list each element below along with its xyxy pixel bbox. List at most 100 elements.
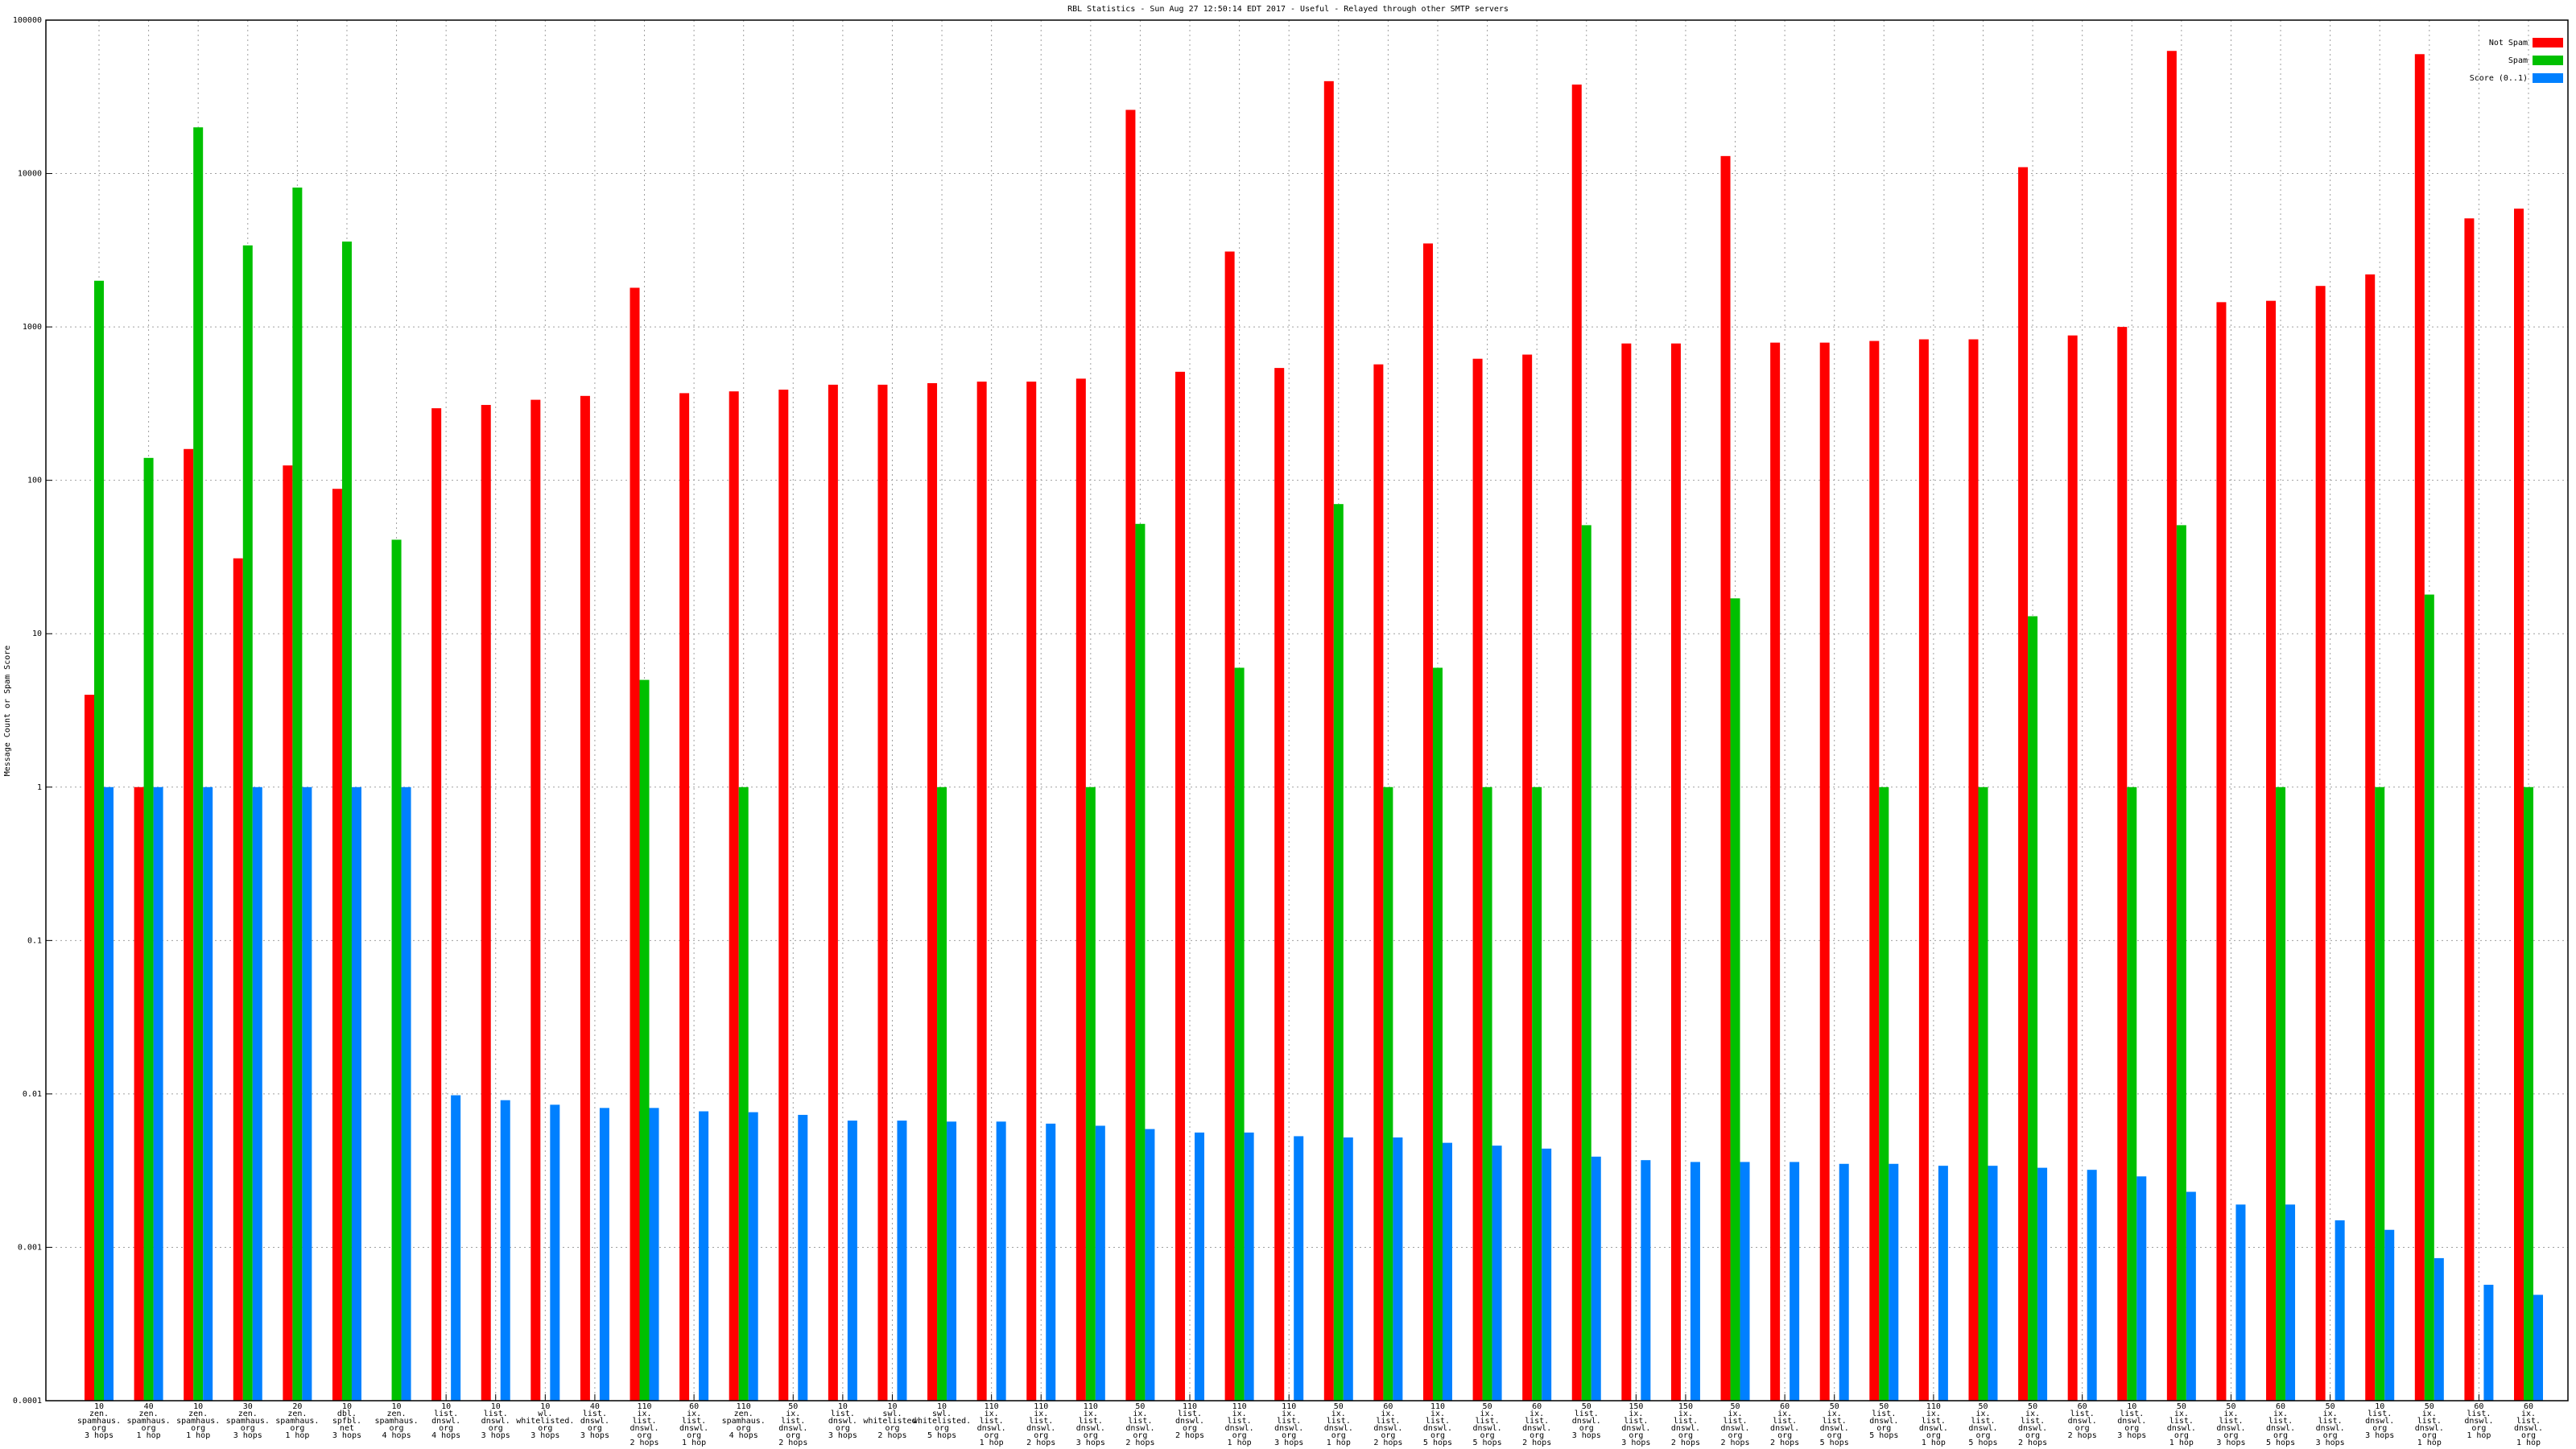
x-tick-label-line: whitelisted. [863,1417,921,1426]
x-tick-label-line: 50 [2326,1402,2335,1411]
x-tick-label-line: org [2521,1431,2536,1440]
x-tick-label-line: 60 [2524,1402,2533,1411]
bar [1542,1148,1552,1401]
x-tick-label-line: 60 [1780,1402,1790,1411]
x-tick-label-line: 1 hop [285,1431,309,1440]
x-tick-label-line: list. [1971,1417,1995,1426]
x-tick-label-line: ix. [786,1410,800,1418]
bar [1026,382,1037,1401]
bar [1442,1142,1452,1401]
x-tick-label-line: 3 hops [2117,1431,2146,1440]
x-tick-label-line: dnswl. [977,1424,1006,1433]
bar [1988,1166,1998,1401]
bar [2087,1170,2097,1401]
x-tick-label-line: dnswl. [1869,1417,1898,1426]
x-tick-label-line: ix. [1926,1410,1941,1418]
x-tick-label-line: 2 hops [1720,1439,1749,1447]
x-tick-label: 50 ix. list. dnswl. org 3 hops [2216,1402,2245,1447]
bar [1482,786,1492,1401]
x-tick-label-line: org [1232,1431,1247,1440]
bar [2127,786,2137,1401]
x-tick-label-line: list. [1723,1417,1747,1426]
x-tick-label-line: 110 [985,1402,999,1411]
x-tick-label-line: 110 [1034,1402,1048,1411]
bar [1730,598,1740,1401]
bar [2315,286,2326,1401]
x-tick-label: 20 zen. spamhaus. org 1 hop [275,1402,319,1440]
x-tick-label-line: list. [2516,1417,2541,1426]
bar [2028,616,2038,1401]
x-tick-label: 50 ix. list. dnswl. org 5 hops [1968,1402,1997,1447]
x-tick-label-line: dbl. [337,1410,357,1418]
x-tick-label-line: 30 [243,1402,253,1411]
x-tick-label-line: 1 hop [186,1431,210,1440]
x-tick-label-line: list. [1178,1410,1202,1418]
x-tick-label-line: ix. [2025,1410,2040,1418]
x-tick-label-line: 2 hops [1770,1439,1799,1447]
bar [2514,208,2524,1402]
bar [2434,1257,2444,1401]
bar [1195,1132,1205,1401]
x-tick-label-line: 5 hops [1869,1431,1898,1440]
x-tick-label-line: ix. [1480,1410,1495,1418]
x-tick-label-line: ix. [1034,1410,1048,1418]
x-tick-label-line: 2 hops [2018,1439,2047,1447]
x-tick-label-line: list. [2021,1417,2045,1426]
bar [847,1121,857,1401]
bar [283,465,293,1401]
x-tick-label-line: 10 [193,1402,203,1411]
x-tick-label-line: 10 [838,1402,848,1411]
x-tick-label: 50 ix. list. dnswl. org 5 hops [1820,1402,1849,1447]
x-tick-label-line: org [1282,1431,1296,1440]
legend-swatch [2533,38,2563,47]
x-tick-label-line: list. [632,1417,656,1426]
x-tick-label-line: list. [2368,1410,2392,1418]
x-tick-label-line: wl. [538,1410,552,1418]
x-tick-label-line: ix. [2521,1410,2536,1418]
x-tick-label-line: ix. [1282,1410,1296,1418]
x-tick-label: 50 ix. list. dnswl. org 1 hop [2167,1402,2196,1447]
x-tick-label: 10 list. dnswl. org 3 hops [481,1402,510,1440]
x-tick-label-line: 1 hop [2516,1439,2541,1447]
x-tick-label-line: 2 hops [1522,1439,1551,1447]
x-tick-label-line: zen. [188,1410,208,1418]
x-tick-label-line: 40 [144,1402,154,1411]
x-tick-label: 10 list. dnswl. org 3 hops [2365,1402,2394,1440]
x-tick-label-line: org [2124,1424,2139,1433]
x-tick-label-line: 110 [637,1402,651,1411]
x-tick-label-line: org [737,1424,751,1433]
bar [451,1095,461,1401]
x-tick-label-line: list. [2070,1410,2095,1418]
x-tick-label-line: 60 [2474,1402,2483,1411]
x-tick-label-line: ix. [1331,1410,1346,1418]
bar [2266,300,2277,1402]
x-tick-label-line: list. [2318,1417,2343,1426]
bar [530,399,541,1401]
x-tick-label-line: dnswl. [2018,1424,2047,1433]
x-tick-label-line: org [2422,1431,2437,1440]
x-tick-label-line: spamhaus. [176,1417,220,1426]
bar [2136,1176,2147,1401]
x-tick-label-line: 5 hops [1968,1439,1997,1447]
x-tick-label-line: list. [1079,1417,1103,1426]
x-tick-label: 10 zen. spamhaus. org 4 hops [374,1402,418,1440]
y-tick-label: 1000 [23,323,42,332]
x-tick-label-line: list. [2467,1410,2491,1418]
bar [341,242,352,1401]
x-tick-label-line: ix. [1975,1410,1990,1418]
bar [94,280,104,1401]
x-tick-label-line: 110 [1084,1402,1098,1411]
x-tick-label-line: 2 hops [1373,1439,1402,1447]
bar [897,1121,907,1401]
x-tick-label-line: 110 [1282,1402,1296,1411]
bar [332,489,342,1401]
bar [828,384,838,1401]
x-tick-label-line: ix. [637,1410,651,1418]
bar [1472,358,1483,1402]
bar [1085,786,1096,1401]
bar [1918,339,1929,1401]
x-tick-label-line: org [1678,1431,1693,1440]
x-tick-label-line: list. [1228,1417,1252,1426]
x-tick-label-line: 40 [590,1402,600,1411]
